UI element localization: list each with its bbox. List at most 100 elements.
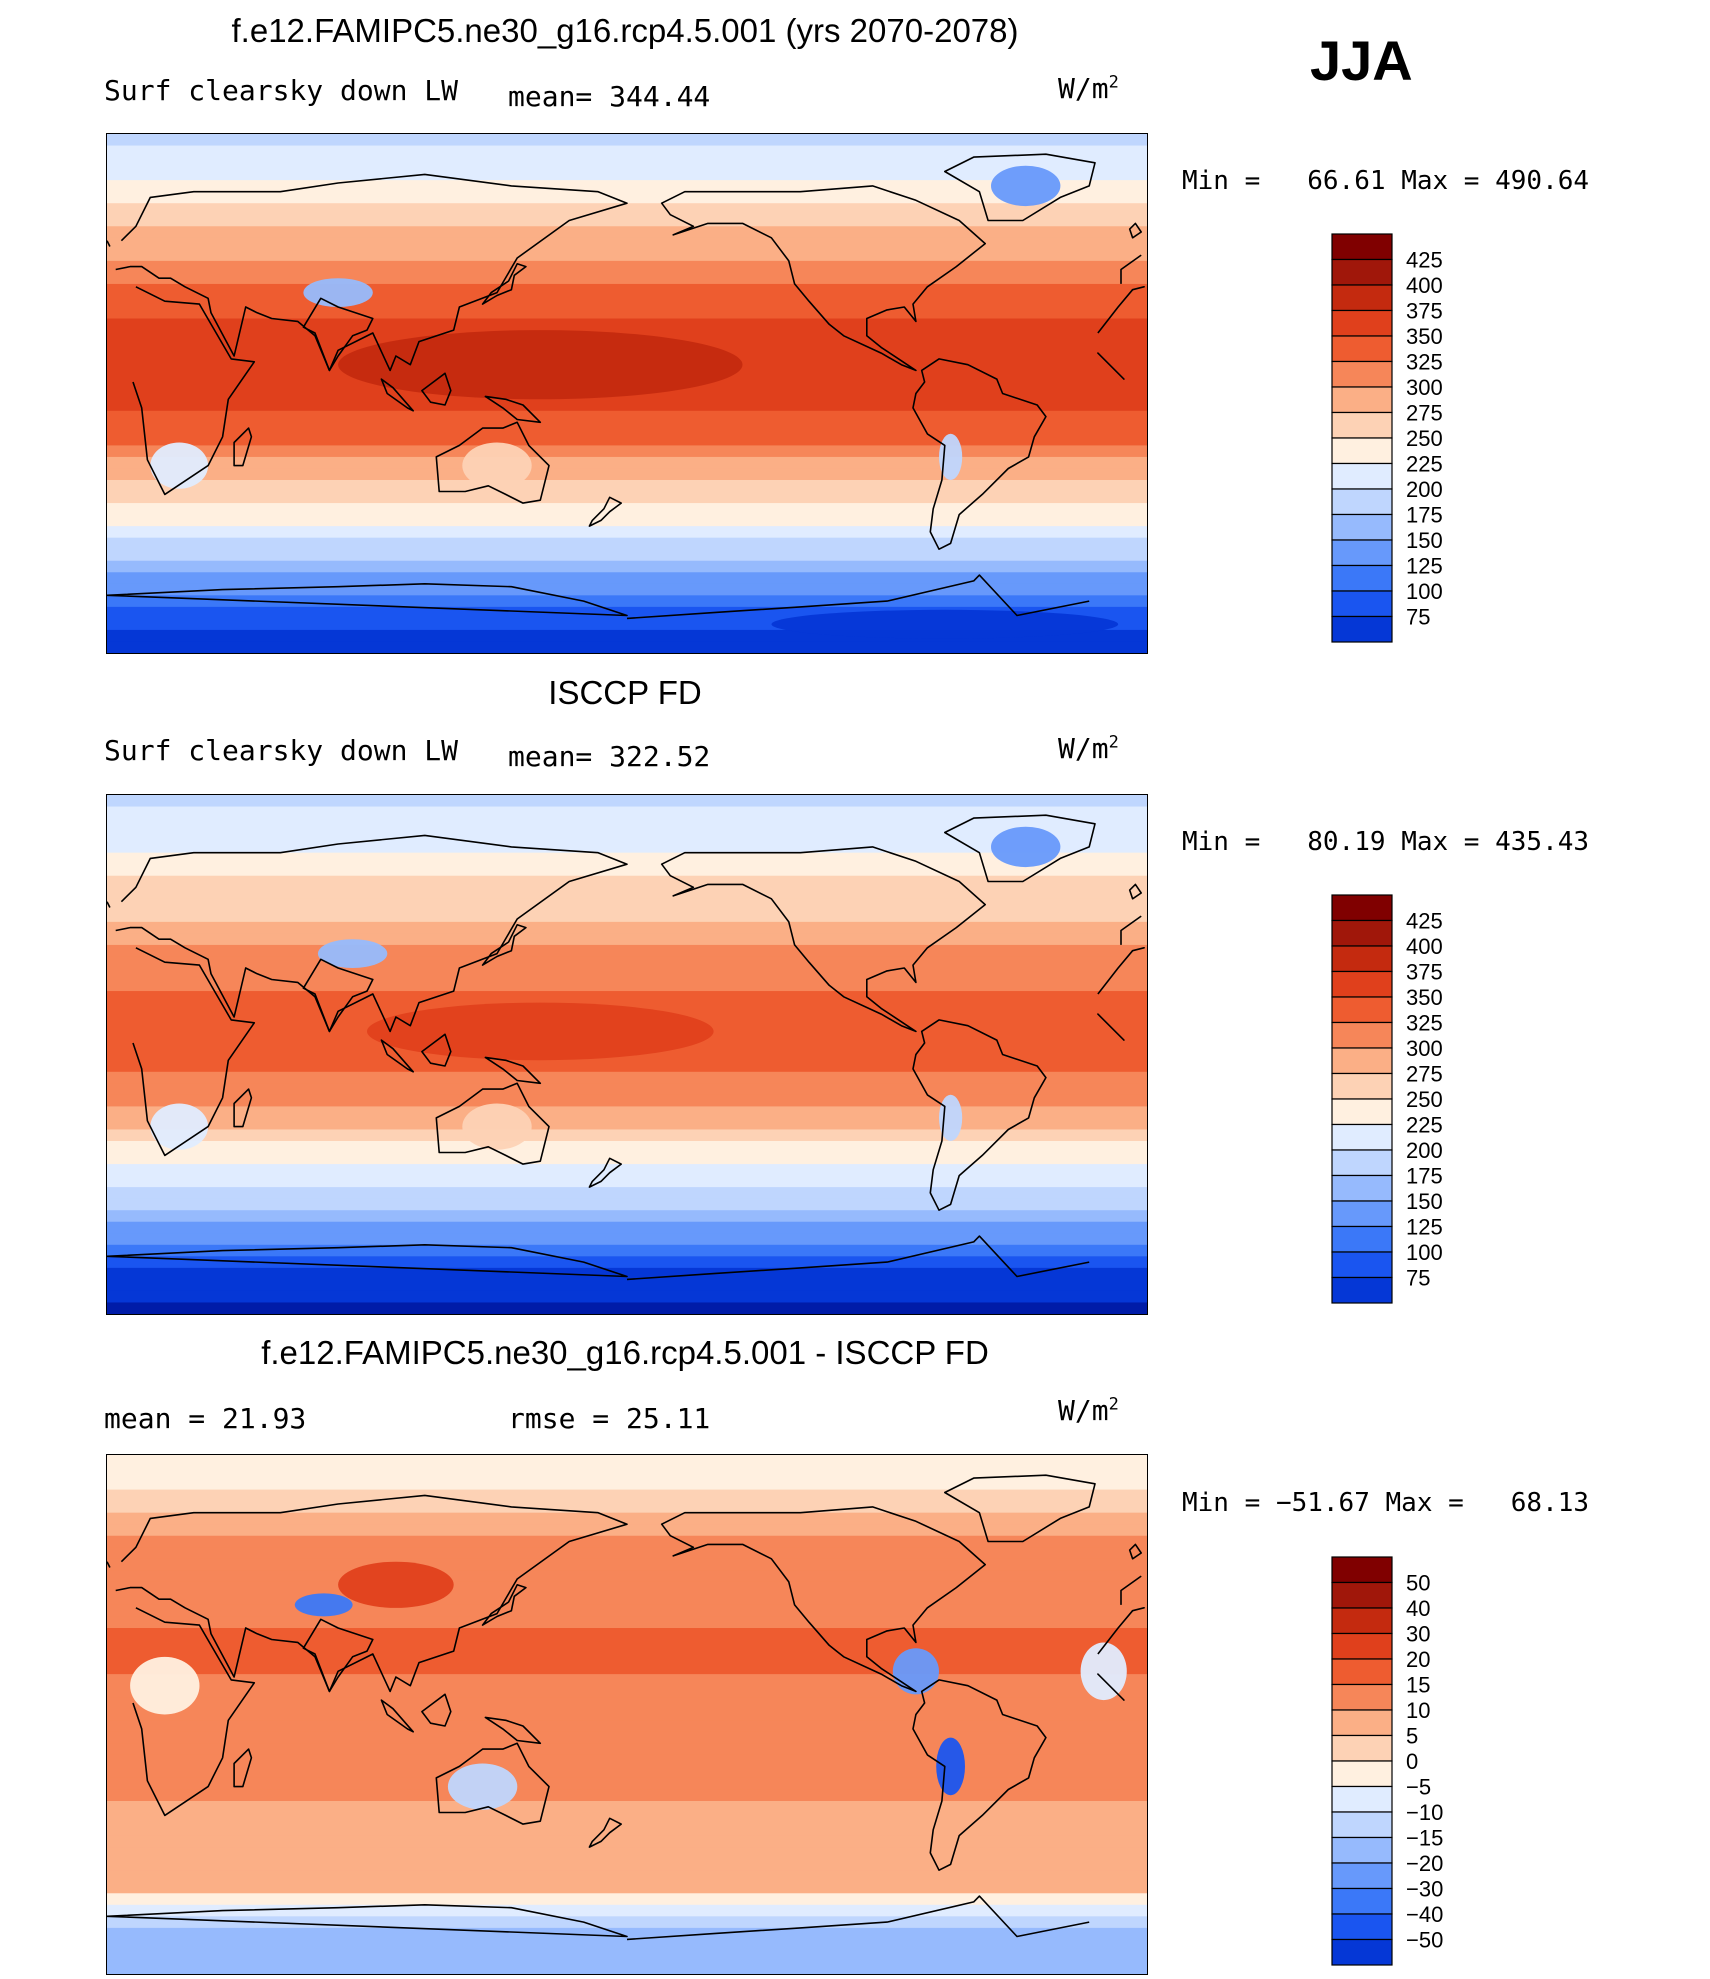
map-2-band bbox=[107, 1117, 1147, 1131]
panel-3-min-value: −51.67 bbox=[1275, 1488, 1370, 1518]
map-3-band bbox=[107, 1524, 1147, 1537]
colorbar-3-tick-label: 50 bbox=[1406, 1571, 1430, 1596]
map-3-band bbox=[107, 1893, 1147, 1906]
panel-2-units: W/m2 bbox=[1058, 732, 1119, 765]
colorbar-3-tick-label: −50 bbox=[1406, 1928, 1443, 1953]
colorbar-2-box bbox=[1331, 1200, 1393, 1228]
colorbar-2-tick-label: 75 bbox=[1406, 1266, 1430, 1291]
colorbar-1-tick-label: 275 bbox=[1406, 401, 1443, 426]
map-3-band bbox=[107, 1674, 1147, 1687]
map-3-anomaly bbox=[130, 1656, 200, 1715]
map-2-band bbox=[107, 875, 1147, 888]
map-3-band bbox=[107, 1824, 1147, 1837]
map-3-coastline-newguinea bbox=[484, 1716, 542, 1745]
map-3-band bbox=[107, 1570, 1147, 1583]
map-3-band bbox=[107, 1743, 1147, 1756]
colorbar-2-box bbox=[1331, 996, 1393, 1024]
map-3-anomaly bbox=[936, 1737, 965, 1796]
colorbar-2-box bbox=[1331, 945, 1393, 973]
colorbar-3-box bbox=[1331, 1862, 1393, 1890]
panel-3-max-value: 68.13 bbox=[1510, 1488, 1590, 1518]
panel-1-variable: Surf clearsky down LW bbox=[104, 74, 459, 107]
colorbar-1-box bbox=[1331, 284, 1393, 312]
panel-2-variable: Surf clearsky down LW bbox=[104, 734, 459, 767]
map-2-coastline-uk bbox=[107, 883, 1142, 908]
panel-1-colorbar: 425 400 375 350 325 300 275 250 225 200 175 150 125 1… bbox=[1330, 233, 1450, 645]
colorbar-1-box bbox=[1331, 615, 1393, 643]
colorbar-3-box bbox=[1331, 1683, 1393, 1711]
colorbar-2-tick-label: 250 bbox=[1406, 1087, 1443, 1112]
map-3-band bbox=[107, 1904, 1147, 1917]
map-3-coastline-uk bbox=[107, 1543, 1142, 1568]
map-2-anomaly bbox=[991, 826, 1061, 868]
panel-2-map-svg bbox=[107, 795, 1147, 1314]
colorbar-1-box bbox=[1331, 564, 1393, 592]
map-2-band bbox=[107, 968, 1147, 981]
map-1-band bbox=[107, 318, 1147, 331]
colorbar-1-tick-label: 75 bbox=[1406, 605, 1430, 630]
map-2-band bbox=[107, 852, 1147, 865]
map-1-band bbox=[107, 168, 1147, 181]
map-1-band bbox=[107, 560, 1147, 573]
colorbar-3-tick-label: −15 bbox=[1406, 1826, 1443, 1851]
colorbar-2-tick-label: 400 bbox=[1406, 934, 1443, 959]
colorbar-2-tick-label: 325 bbox=[1406, 1011, 1443, 1036]
colorbar-1-box bbox=[1331, 437, 1393, 465]
colorbar-1-tick-label: 250 bbox=[1406, 426, 1443, 451]
colorbar-2-tick-label: 125 bbox=[1406, 1215, 1443, 1240]
map-3-band bbox=[107, 1535, 1147, 1548]
map-1-anomaly bbox=[991, 165, 1061, 207]
map-3-band bbox=[107, 1697, 1147, 1710]
map-1-band bbox=[107, 191, 1147, 204]
colorbar-2-box bbox=[1331, 1072, 1393, 1100]
map-3-band bbox=[107, 1881, 1147, 1894]
map-2-band bbox=[107, 1221, 1147, 1234]
colorbar-3-box bbox=[1331, 1709, 1393, 1737]
map-3-band bbox=[107, 1858, 1147, 1871]
panel-3-units: W/m2 bbox=[1058, 1394, 1119, 1427]
map-1-band bbox=[107, 445, 1147, 458]
panel-1-minmax: Min = 66.61 Max = 490.64 bbox=[1182, 166, 1590, 196]
map-3-band bbox=[107, 1455, 1147, 1468]
map-2-band bbox=[107, 841, 1147, 854]
map-3-band bbox=[107, 1512, 1147, 1525]
map-1-anomaly bbox=[771, 609, 1119, 639]
colorbar-2-tick-label: 100 bbox=[1406, 1240, 1443, 1265]
map-3-band bbox=[107, 1651, 1147, 1664]
map-3-band bbox=[107, 1581, 1147, 1594]
map-1-band bbox=[107, 491, 1147, 504]
map-3-band bbox=[107, 1639, 1147, 1652]
map-1-coastline-newguinea bbox=[484, 395, 542, 424]
colorbar-3-tick-label: 40 bbox=[1406, 1596, 1430, 1621]
map-1-band bbox=[107, 549, 1147, 562]
colorbar-2-tick-label: 200 bbox=[1406, 1138, 1443, 1163]
map-1-band bbox=[107, 260, 1147, 273]
map-3-coastline-samerica bbox=[912, 1679, 1047, 1871]
map-1-band bbox=[107, 480, 1147, 493]
colorbar-2-box bbox=[1331, 1047, 1393, 1075]
colorbar-2-box bbox=[1331, 894, 1393, 922]
map-1-band bbox=[107, 214, 1147, 227]
map-2-band bbox=[107, 1256, 1147, 1269]
colorbar-3-box bbox=[1331, 1632, 1393, 1660]
colorbar-2-tick-label: 175 bbox=[1406, 1164, 1443, 1189]
map-2-band bbox=[107, 818, 1147, 831]
map-1-band bbox=[107, 514, 1147, 527]
colorbar-2-box bbox=[1331, 1149, 1393, 1177]
colorbar-3-box bbox=[1331, 1836, 1393, 1864]
map-1-band bbox=[107, 456, 1147, 470]
panel-3-colorbar: 50 40 30 20 15 10 5 0 −5 −10 −15 −20 −30 −40 −50 bbox=[1330, 1556, 1450, 1968]
map-1-band bbox=[107, 641, 1147, 653]
season-label: JJA bbox=[1310, 29, 1413, 92]
panel-3-mean: mean = 21.93 bbox=[104, 1402, 307, 1435]
map-3-coastline-india_sub bbox=[302, 1618, 374, 1693]
map-3-band bbox=[107, 1616, 1147, 1629]
map-2-band bbox=[107, 864, 1147, 877]
map-1-band bbox=[107, 180, 1147, 193]
colorbar-2-box bbox=[1331, 1021, 1393, 1049]
colorbar-3-box bbox=[1331, 1760, 1393, 1788]
map-3-band bbox=[107, 1720, 1147, 1733]
map-3-band bbox=[107, 1939, 1147, 1952]
map-2-band bbox=[107, 1198, 1147, 1211]
map-2-band bbox=[107, 1302, 1147, 1314]
